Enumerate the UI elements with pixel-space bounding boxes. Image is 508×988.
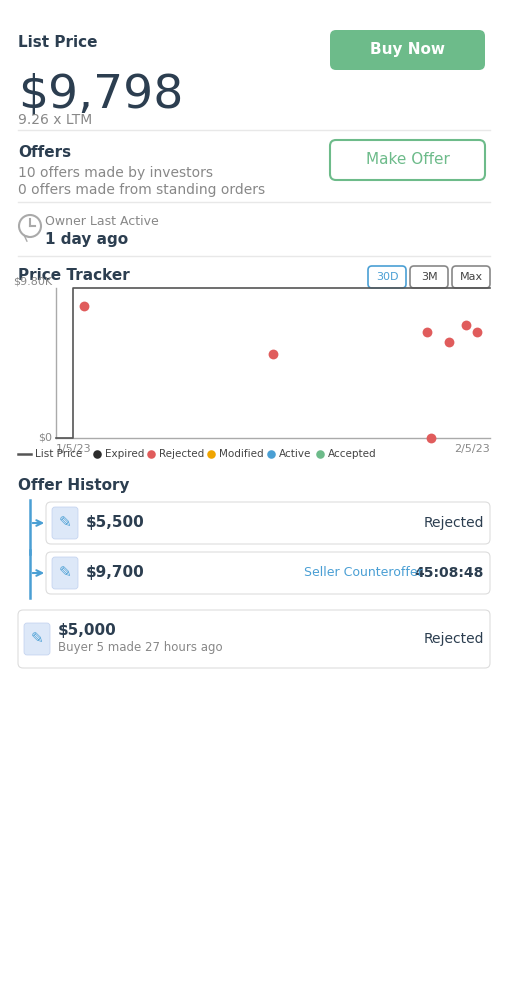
Text: Buyer 5 made 27 hours ago: Buyer 5 made 27 hours ago xyxy=(58,640,223,653)
Text: Modified: Modified xyxy=(219,449,264,459)
Point xyxy=(93,447,101,462)
Text: $5,500: $5,500 xyxy=(86,516,145,531)
Text: 2/5/23: 2/5/23 xyxy=(454,444,490,454)
Text: Rejected: Rejected xyxy=(424,632,484,646)
Text: $9,700: $9,700 xyxy=(86,565,145,581)
FancyBboxPatch shape xyxy=(330,140,485,180)
Point xyxy=(444,334,453,350)
Point xyxy=(269,346,277,362)
FancyBboxPatch shape xyxy=(330,30,485,70)
Text: Make Offer: Make Offer xyxy=(366,152,450,168)
Point xyxy=(427,430,435,446)
Text: $9.80K: $9.80K xyxy=(13,276,52,286)
FancyBboxPatch shape xyxy=(24,623,50,655)
Text: 0 offers made from standing orders: 0 offers made from standing orders xyxy=(18,183,265,197)
Text: $5,000: $5,000 xyxy=(58,623,117,638)
Text: 1 day ago: 1 day ago xyxy=(45,232,128,247)
Point xyxy=(207,447,215,462)
FancyBboxPatch shape xyxy=(452,266,490,288)
Text: 9.26 x LTM: 9.26 x LTM xyxy=(18,113,92,127)
Text: List Price: List Price xyxy=(35,449,82,459)
Point xyxy=(316,447,324,462)
Text: $0: $0 xyxy=(38,433,52,443)
FancyBboxPatch shape xyxy=(46,552,490,594)
Text: Seller Counteroffer: Seller Counteroffer xyxy=(304,566,422,580)
Text: ✎: ✎ xyxy=(58,516,72,531)
Text: Price Tracker: Price Tracker xyxy=(18,268,130,283)
Text: 30D: 30D xyxy=(376,272,398,282)
Text: Rejected: Rejected xyxy=(424,516,484,530)
Text: Max: Max xyxy=(459,272,483,282)
Text: Active: Active xyxy=(278,449,311,459)
FancyBboxPatch shape xyxy=(18,610,490,668)
Text: $9,798: $9,798 xyxy=(18,73,183,118)
Text: Expired: Expired xyxy=(105,449,144,459)
FancyBboxPatch shape xyxy=(52,507,78,539)
Text: Accepted: Accepted xyxy=(328,449,376,459)
Point xyxy=(423,324,431,340)
Text: ✎: ✎ xyxy=(30,631,43,646)
Text: Owner Last Active: Owner Last Active xyxy=(45,215,158,228)
Text: 45:08:48: 45:08:48 xyxy=(415,566,484,580)
FancyBboxPatch shape xyxy=(410,266,448,288)
Text: Offer History: Offer History xyxy=(18,478,130,493)
Point xyxy=(80,298,88,314)
Text: Offers: Offers xyxy=(18,145,71,160)
FancyBboxPatch shape xyxy=(46,502,490,544)
Text: 1/5/23: 1/5/23 xyxy=(56,444,91,454)
Text: ✎: ✎ xyxy=(58,565,72,581)
Text: Buy Now: Buy Now xyxy=(370,42,445,57)
Point xyxy=(462,317,470,333)
Point xyxy=(147,447,155,462)
Point xyxy=(267,447,275,462)
FancyBboxPatch shape xyxy=(52,557,78,589)
Text: 3M: 3M xyxy=(421,272,437,282)
Text: 10 offers made by investors: 10 offers made by investors xyxy=(18,166,213,180)
Point xyxy=(473,324,481,340)
Text: Rejected: Rejected xyxy=(160,449,205,459)
FancyBboxPatch shape xyxy=(368,266,406,288)
Text: List Price: List Price xyxy=(18,35,98,50)
